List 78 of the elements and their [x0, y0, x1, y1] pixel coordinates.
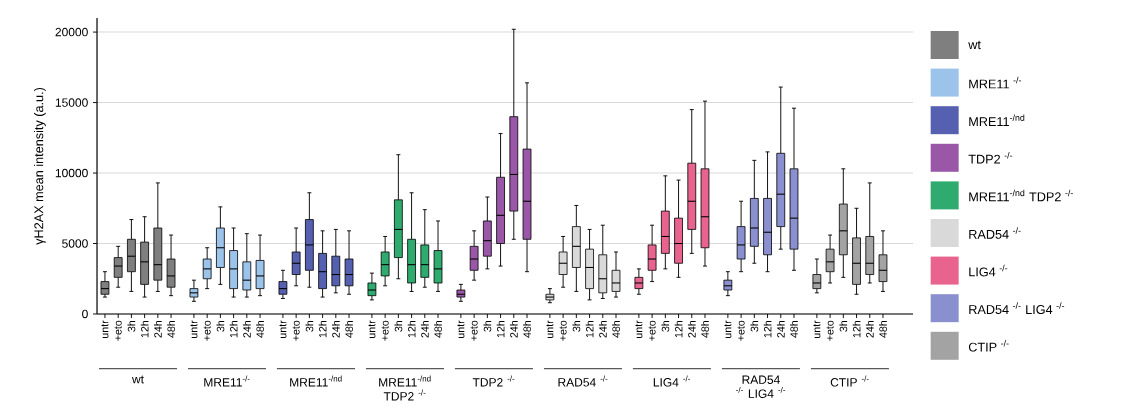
x-tick-label: 12h — [852, 320, 861, 338]
x-tick-label: 48h — [790, 320, 798, 338]
x-tick-label: untr — [724, 320, 732, 338]
x-tick-label: 12h — [318, 320, 327, 338]
x-tick-label: 12h — [407, 320, 416, 338]
text: MRE11$^{-/-}$ — [204, 375, 250, 387]
legend-label: MRE11$^{-/nd}$ — [969, 114, 1025, 126]
text: CTIP $^{-/-}$ — [830, 375, 869, 387]
x-tick-label: 48h — [167, 320, 175, 338]
y-tick-label: 20000 — [55, 27, 88, 37]
x-tick-label: 48h — [434, 320, 442, 338]
text: LIG4 $^{-/-}$ — [653, 375, 691, 387]
x-tick-label: 3h — [839, 320, 848, 332]
x-tick-label: 24h — [865, 320, 874, 338]
x-tick-label: 12h — [496, 320, 505, 338]
x-tick-label: 48h — [879, 320, 887, 338]
x-tick-label: 48h — [256, 320, 264, 338]
x-tick-label: 12h — [140, 320, 149, 338]
x-tick-label: +eto — [648, 320, 656, 341]
x-tick-label: +eto — [381, 320, 389, 341]
x-tick-label: 48h — [345, 320, 353, 338]
x-tick-label: 12h — [229, 320, 238, 338]
x-tick-label: untr — [635, 320, 643, 338]
x-tick-label: 3h — [216, 320, 225, 332]
x-tick-label: untr — [546, 320, 554, 338]
x-tick-label: 12h — [763, 320, 772, 338]
x-tick-label: untr — [279, 320, 287, 338]
x-tick-label: 3h — [750, 320, 759, 332]
x-tick-label: 24h — [509, 320, 518, 338]
legend-label: TDP2 $^{-/-}$ — [968, 152, 1013, 164]
x-tick-label: 48h — [523, 320, 531, 338]
x-tick-label: 12h — [674, 320, 683, 338]
x-tick-label: 3h — [394, 320, 403, 332]
legend-label: RAD54 $^{-/-}$ LIG4 $^{-/-}$ — [969, 302, 1065, 315]
x-tick-label: untr — [813, 320, 821, 338]
text: TDP2 $^{-/-}$ — [472, 375, 515, 387]
x-tick-label: untr — [368, 320, 376, 338]
x-tick-label: untr — [457, 320, 465, 338]
y-axis-title: γH2AX mean intensity (a.u.) — [33, 87, 46, 245]
x-tick-label: 3h — [572, 320, 581, 332]
x-tick-label: 48h — [701, 320, 709, 338]
x-tick-label: 24h — [776, 320, 785, 338]
x-tick-label: 24h — [153, 320, 162, 338]
x-tick-label: 3h — [661, 320, 670, 332]
x-tick-label: +eto — [203, 320, 211, 341]
legend-label: LIG4 $^{-/-}$ — [969, 264, 1008, 277]
text: MRE11$^{-/nd}$ TDP2 $^{-/-}$ — [379, 375, 431, 401]
x-tick-label: +eto — [559, 320, 567, 341]
legend-label: RAD54 $^{-/-}$ — [969, 227, 1021, 239]
y-tick-label: 5000 — [62, 239, 88, 248]
y-tick-label: 15000 — [55, 98, 88, 107]
x-tick-label: 3h — [305, 320, 314, 332]
y-tick-label: 10000 — [55, 168, 88, 178]
x-tick-label: 12h — [585, 320, 594, 338]
x-tick-label: 24h — [420, 320, 429, 338]
text: wt — [131, 375, 144, 384]
x-tick-label: untr — [101, 320, 109, 338]
x-tick-label: +eto — [737, 320, 745, 341]
legend-label: MRE11$^{-/nd}$ TDP2 $^{-/-}$ — [969, 189, 1073, 202]
x-tick-label: 24h — [331, 320, 340, 338]
x-tick-label: 24h — [242, 320, 251, 338]
text: MRE11$^{-/nd}$ — [290, 375, 342, 387]
x-tick-label: 24h — [598, 320, 607, 338]
x-tick-label: 24h — [687, 320, 696, 338]
legend-label: wt — [968, 40, 981, 50]
x-tick-label: +eto — [114, 320, 122, 341]
text: RAD54 $^{-/-}$ LIG4 $^{-/-}$ — [736, 375, 786, 398]
x-tick-label: +eto — [470, 320, 478, 341]
x-tick-label: untr — [190, 320, 198, 338]
y-tick-label: 0 — [82, 309, 88, 319]
legend-label: CTIP $^{-/-}$ — [968, 339, 1009, 352]
x-tick-label: 3h — [483, 320, 492, 332]
x-tick-label: +eto — [826, 320, 834, 341]
x-tick-label: +eto — [292, 320, 300, 341]
x-tick-label: 48h — [612, 320, 620, 338]
x-tick-label: 3h — [127, 320, 136, 332]
legend-label: MRE11 $^{-/-}$ — [969, 76, 1022, 89]
text: RAD54 $^{-/-}$ — [558, 375, 608, 387]
